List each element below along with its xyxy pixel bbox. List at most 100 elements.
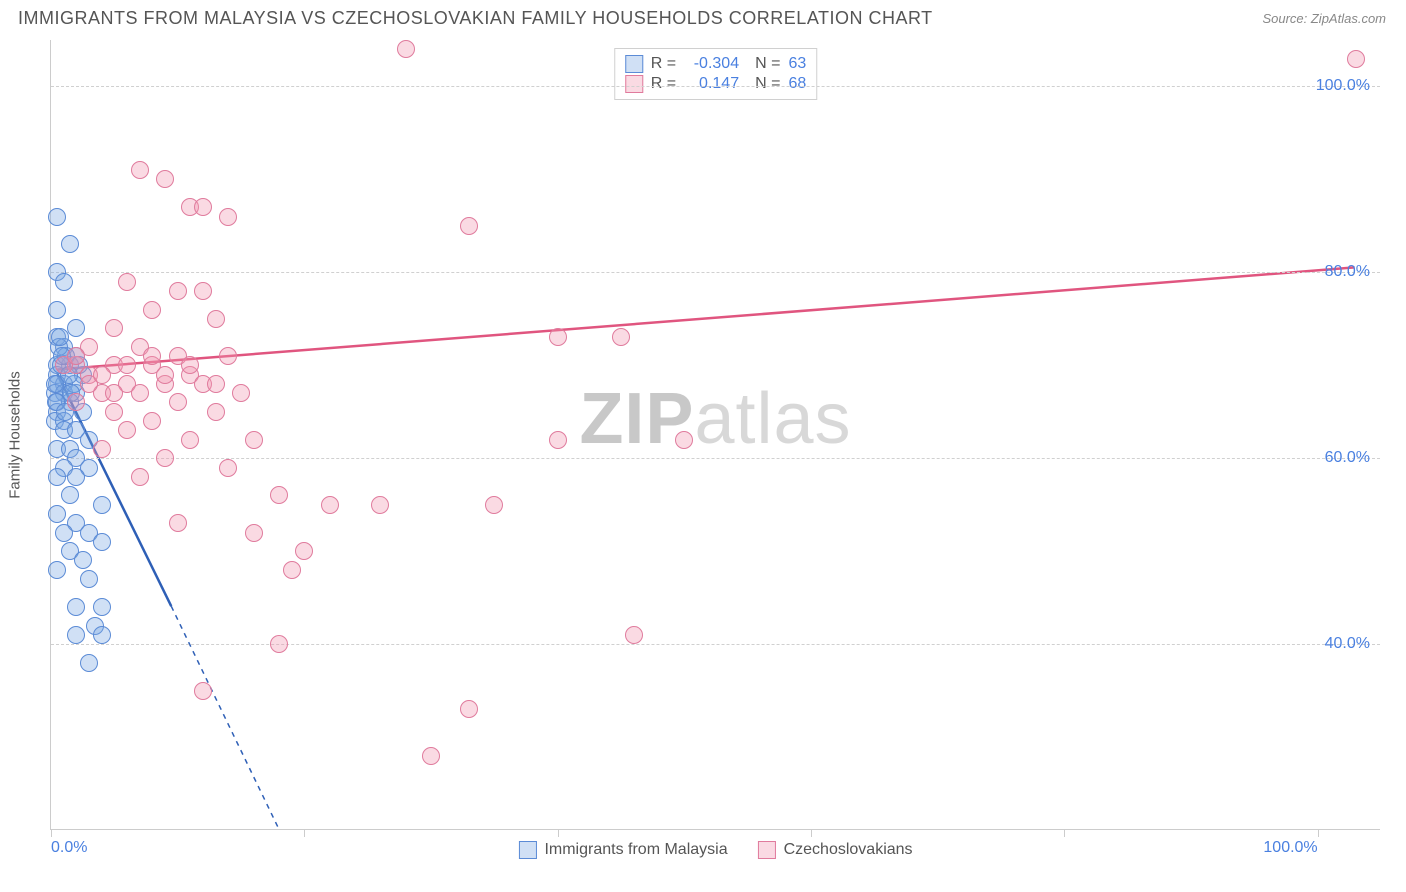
data-point [270,635,288,653]
data-point [156,366,174,384]
x-tick [1064,829,1065,837]
data-point [460,217,478,235]
gridline [51,644,1380,645]
data-point [93,496,111,514]
chart-title: IMMIGRANTS FROM MALAYSIA VS CZECHOSLOVAK… [18,8,933,29]
y-tick-label: 100.0% [1316,77,1370,95]
data-point [675,431,693,449]
x-tick [1318,829,1319,837]
data-point [219,459,237,477]
data-point [270,486,288,504]
gridline [51,272,1380,273]
watermark: ZIPatlas [579,378,851,460]
data-point [549,431,567,449]
data-point [61,235,79,253]
data-point [397,40,415,58]
data-point [131,384,149,402]
data-point [625,626,643,644]
data-point [207,375,225,393]
data-point [169,282,187,300]
data-point [93,440,111,458]
data-point [181,356,199,374]
data-point [485,496,503,514]
x-tick-label: 100.0% [1263,839,1317,857]
data-point [219,208,237,226]
data-point [321,496,339,514]
data-point [48,301,66,319]
data-point [61,486,79,504]
data-point [67,598,85,616]
y-axis-label: Family Households [7,371,24,499]
data-point [207,310,225,328]
data-point [371,496,389,514]
data-point [55,524,73,542]
data-point [67,347,85,365]
data-point [80,654,98,672]
data-point [67,319,85,337]
data-point [93,626,111,644]
data-point [118,273,136,291]
data-point [80,570,98,588]
data-point [460,700,478,718]
data-point [67,468,85,486]
chart-area: Family Households ZIPatlas R = -0.304 N … [50,40,1380,830]
x-tick [51,829,52,837]
data-point [295,542,313,560]
series-legend: Immigrants from Malaysia Czechoslovakian… [518,841,912,859]
legend-item-pink: Czechoslovakians [758,841,913,859]
data-point [181,431,199,449]
legend-swatch-pink [625,75,643,93]
y-tick-label: 40.0% [1325,635,1370,653]
data-point [48,561,66,579]
y-tick-label: 80.0% [1325,263,1370,281]
legend-row-pink: R = 0.147 N = 68 [625,75,806,93]
correlation-legend: R = -0.304 N = 63 R = 0.147 N = 68 [614,48,817,100]
data-point [74,551,92,569]
data-point [131,161,149,179]
data-point [118,421,136,439]
data-point [245,524,263,542]
data-point [118,356,136,374]
data-point [51,328,69,346]
data-point [143,347,161,365]
data-point [105,384,123,402]
gridline [51,86,1380,87]
data-point [67,626,85,644]
legend-swatch-blue-icon [518,841,536,859]
legend-swatch-pink-icon [758,841,776,859]
legend-row-blue: R = -0.304 N = 63 [625,55,806,73]
x-tick [304,829,305,837]
data-point [105,403,123,421]
source-label: Source: ZipAtlas.com [1262,11,1386,26]
data-point [55,273,73,291]
data-point [219,347,237,365]
data-point [48,505,66,523]
data-point [245,431,263,449]
data-point [194,198,212,216]
data-point [67,393,85,411]
data-point [48,468,66,486]
data-point [48,208,66,226]
data-point [93,366,111,384]
data-point [232,384,250,402]
data-point [549,328,567,346]
data-point [283,561,301,579]
data-point [169,514,187,532]
data-point [156,449,174,467]
x-tick [811,829,812,837]
legend-item-blue: Immigrants from Malaysia [518,841,727,859]
data-point [93,533,111,551]
data-point [143,412,161,430]
data-point [143,301,161,319]
data-point [93,598,111,616]
data-point [422,747,440,765]
data-point [207,403,225,421]
data-point [156,170,174,188]
data-point [194,682,212,700]
y-tick-label: 60.0% [1325,449,1370,467]
x-tick-label: 0.0% [51,839,87,857]
data-point [612,328,630,346]
legend-swatch-blue [625,55,643,73]
data-point [194,282,212,300]
data-point [105,319,123,337]
